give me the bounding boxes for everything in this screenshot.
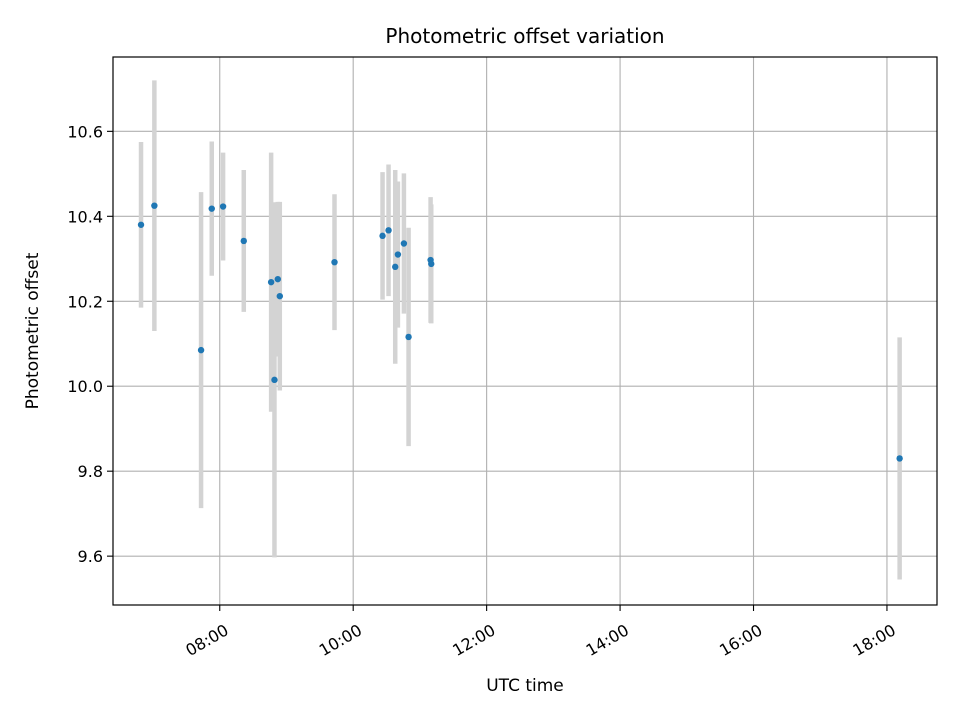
data-point (405, 333, 412, 341)
data-point (392, 263, 399, 271)
x-axis-title: UTC time (486, 676, 564, 696)
data-point (137, 221, 145, 228)
y-tick-label: 10.4 (67, 207, 103, 226)
chart-title: Photometric offset variation (385, 24, 664, 48)
data-point (428, 260, 435, 268)
data-point (394, 251, 402, 258)
data-point (274, 275, 281, 283)
y-axis-title: Photometric offset (23, 252, 43, 409)
y-tick-label: 9.6 (78, 547, 103, 566)
data-point (197, 346, 205, 354)
grid-lines (113, 57, 937, 605)
data-points (137, 202, 903, 462)
y-tick-label: 10.6 (67, 122, 103, 141)
data-point (219, 203, 227, 210)
y-tick-label: 10.0 (67, 377, 103, 396)
data-point (331, 258, 338, 266)
data-point (276, 292, 284, 300)
data-point (385, 227, 392, 234)
data-point (896, 455, 903, 462)
data-point (151, 202, 158, 209)
data-point (379, 232, 386, 240)
y-axis-ticks: 9.6 9.8 10.0 10.2 10.4 10.6 (67, 122, 113, 566)
data-point (271, 376, 278, 384)
plot-frame (112, 56, 938, 606)
data-point (400, 240, 408, 247)
data-point (240, 237, 247, 245)
y-tick-label: 9.8 (78, 462, 103, 481)
data-point (267, 278, 275, 286)
data-point (208, 205, 215, 212)
y-tick-label: 10.2 (67, 292, 103, 311)
